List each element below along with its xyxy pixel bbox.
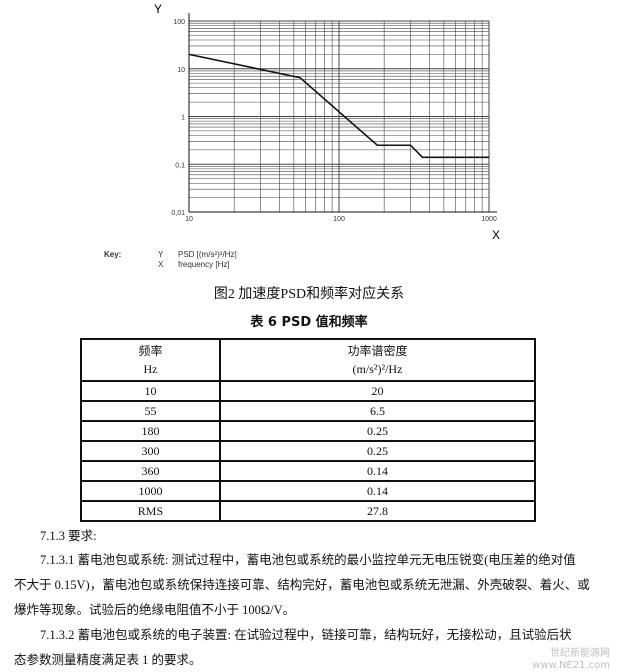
- figure-caption: 图2 加速度PSD和频率对应关系: [213, 287, 405, 302]
- x-tick-label: 10: [185, 216, 193, 223]
- watermark: 世纪新能源网 www.NE21.com: [532, 648, 610, 671]
- frequency-cell: 55: [80, 400, 221, 422]
- psd-cell: 0.14: [218, 480, 537, 502]
- paragraph-1-line-2: 不大于 0.15V)，蓄电池包或系统保持连接可靠、结构完好，蓄电池包或系统无泄漏…: [14, 578, 590, 592]
- header-frequency: 频率 Hz: [80, 338, 221, 382]
- table-row: 360 0.14: [80, 460, 537, 482]
- table-row: 300 0.25: [80, 440, 537, 462]
- y-tick-label: 0,1: [175, 162, 185, 169]
- key-x-desc: frequency [Hz]: [178, 260, 230, 269]
- table-row: 10 20: [80, 380, 537, 402]
- table-row: 180 0.25: [80, 420, 537, 442]
- y-tick-label: 100: [173, 19, 185, 26]
- x-tick-label: 1000: [481, 216, 497, 223]
- key-y-desc: PSD [(m/s²)²/Hz]: [178, 250, 237, 259]
- key-y-letter: Y: [158, 250, 164, 259]
- paragraph-2-line-1: 7.1.3.2 蓄电池包或系统的电子装置: 在试验过程中，链接可靠，结构玩好，无…: [40, 628, 572, 642]
- psd-cell: 27.8: [218, 500, 537, 522]
- paragraph-1-line-1: 7.1.3.1 蓄电池包或系统: 测试过程中，蓄电池包或系统的最小监控单元无电压…: [40, 553, 576, 567]
- y-tick-label: 1: [181, 115, 185, 122]
- y-tick-label: 10: [177, 67, 185, 74]
- y-tick-label: 0,01: [171, 210, 185, 217]
- psd-cell: 20: [218, 380, 537, 402]
- psd-table: 频率 Hz 功率谱密度 (m/s²)²/Hz 10 20 55 6.5 180 0.25 300…: [80, 338, 537, 522]
- y-axis-label: Y: [154, 2, 162, 16]
- psd-cell: 0.25: [218, 420, 537, 442]
- key-x-letter: X: [158, 260, 164, 269]
- psd-cell: 0.25: [218, 440, 537, 462]
- table-row: 1000 0.14: [80, 480, 537, 502]
- psd-cell: 6.5: [218, 400, 537, 422]
- frequency-cell: 180: [80, 420, 221, 442]
- frequency-cell: 300: [80, 440, 221, 462]
- table-header-row: 频率 Hz 功率谱密度 (m/s²)²/Hz: [80, 338, 537, 382]
- psd-chart: 10 100 1000 0,01 0,1 1 10 100 Y X: [154, 2, 500, 242]
- frequency-cell: 360: [80, 460, 221, 482]
- section-heading: 7.1.3 要求:: [40, 529, 97, 543]
- psd-series-line: [188, 53, 489, 159]
- x-axis-label: X: [492, 228, 500, 242]
- table-row: 55 6.5: [80, 400, 537, 422]
- frequency-cell: RMS: [80, 500, 221, 522]
- frequency-cell: 10: [80, 380, 221, 402]
- key-label: Key:: [104, 250, 122, 259]
- paragraph-2-line-2: 态参数测量精度满足表 1 的要求。: [14, 653, 202, 667]
- chart-grid: [188, 13, 497, 213]
- x-tick-label: 100: [333, 216, 345, 223]
- header-psd: 功率谱密度 (m/s²)²/Hz: [218, 338, 537, 382]
- psd-cell: 0.14: [218, 460, 537, 482]
- frequency-cell: 1000: [80, 480, 221, 502]
- table-row: RMS 27.8: [80, 500, 537, 522]
- paragraph-1-line-3: 爆炸等现象。试验后的绝缘电阻值不小于 100Ω/V。: [14, 603, 296, 617]
- table-caption: 表 6 PSD 值和频率: [250, 315, 368, 330]
- chart-tick-labels: 10 100 1000 0,01 0,1 1 10 100: [171, 19, 497, 223]
